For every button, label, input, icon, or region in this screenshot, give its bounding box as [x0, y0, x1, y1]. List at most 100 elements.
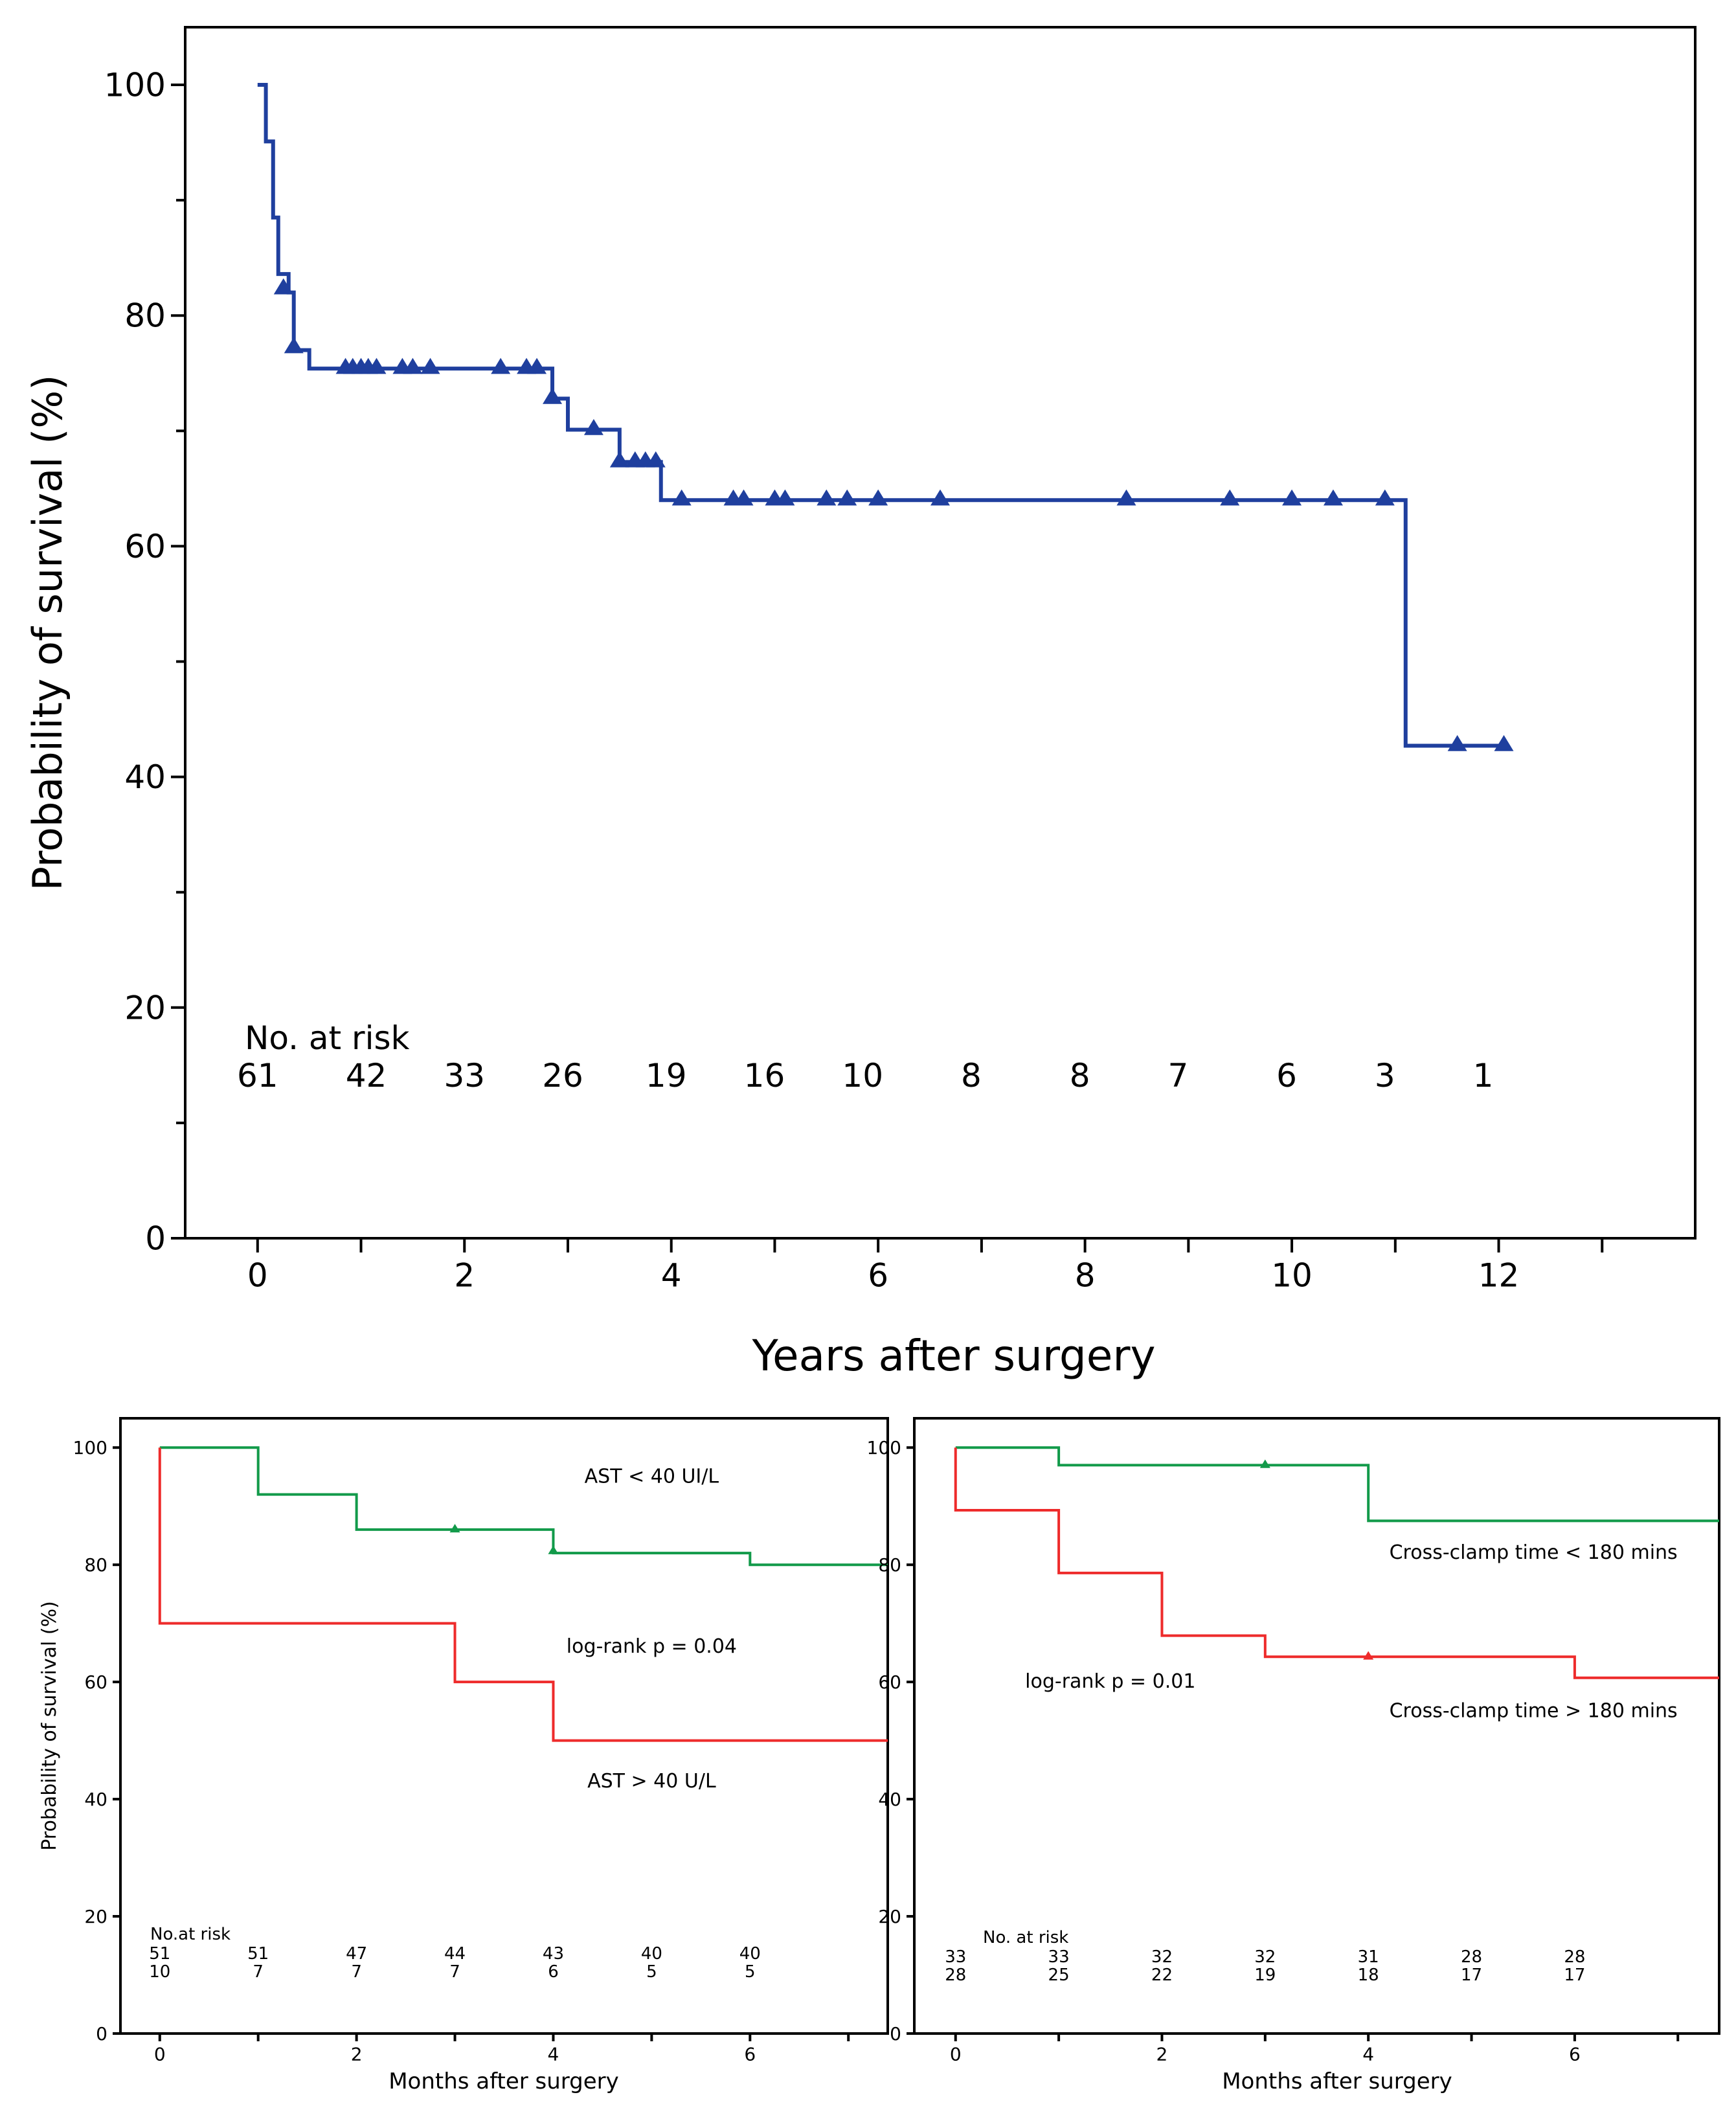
- risk-count: 17: [1461, 1966, 1482, 1985]
- censor-marker: [420, 357, 440, 374]
- y-tick-label: 100: [867, 1437, 901, 1458]
- censor-marker: [548, 1545, 559, 1554]
- risk-count: 8: [1070, 1057, 1090, 1094]
- plot-frame: [184, 26, 1697, 1240]
- x-tick-label: 4: [1362, 2043, 1374, 2065]
- risk-count: 1: [1473, 1057, 1494, 1094]
- censor-marker: [1447, 735, 1467, 751]
- risk-count: 26: [542, 1057, 583, 1094]
- censor-marker: [734, 489, 754, 506]
- x-tick-label: 0: [950, 2043, 962, 2065]
- risk-count: 17: [1564, 1966, 1585, 1985]
- x-tick-label: 0: [247, 1257, 268, 1295]
- y-tick-label: 40: [124, 758, 166, 796]
- censor-marker: [646, 451, 666, 468]
- y-tick-label: 0: [145, 1220, 166, 1258]
- censor-marker: [671, 489, 692, 506]
- x-tick-label: 6: [868, 1257, 888, 1295]
- risk-count: 5: [745, 1962, 756, 1982]
- risk-count: 19: [1254, 1966, 1276, 1985]
- ast-survival-chart: 0 20 40 60 80 100 0 2 4 6 AST < 40 UI/L log-rank p…: [38, 1417, 889, 2094]
- risk-count: 28: [1564, 1947, 1585, 1967]
- risk-count: 10: [842, 1057, 883, 1094]
- risk-table-title: No.at risk: [150, 1925, 231, 1944]
- axes: 0 20 40 60 80 100 0 2 4 6: [73, 1437, 850, 2065]
- annotations: AST < 40 UI/L log-rank p = 0.04 AST > 40 U…: [567, 1466, 737, 1793]
- y-tick-label: 20: [878, 1906, 901, 1927]
- censor-marker: [775, 489, 795, 506]
- x-tick-label: 4: [548, 2043, 559, 2065]
- risk-count: 7: [1167, 1057, 1188, 1094]
- risk-count: 8: [961, 1057, 982, 1094]
- risk-count: 7: [351, 1962, 362, 1982]
- x-axis-label: Months after surgery: [1222, 2068, 1452, 2094]
- annotation-text: Cross-clamp time < 180 mins: [1390, 1541, 1678, 1564]
- risk-table-title: No. at risk: [983, 1928, 1068, 1947]
- risk-count: 25: [1048, 1966, 1070, 1985]
- survival-curves: [954, 1446, 1719, 1679]
- risk-count: 32: [1151, 1947, 1173, 1967]
- censor-marker: [403, 357, 423, 374]
- censor-marker: [1323, 489, 1343, 506]
- risk-count: 18: [1358, 1966, 1379, 1985]
- censor-marker: [1116, 489, 1136, 506]
- x-tick-label: 0: [154, 2043, 166, 2065]
- risk-count: 19: [646, 1057, 687, 1094]
- cross-clamp-survival-chart: 0 20 40 60 80 100 0 2 4 6 Cross-clamp time < 180 …: [867, 1417, 1720, 2094]
- risk-count: 6: [1276, 1057, 1297, 1094]
- censor-marker: [1220, 489, 1240, 506]
- censor-marker: [1363, 1651, 1374, 1660]
- risk-count: 32: [1254, 1947, 1276, 1967]
- censor-marker: [449, 1524, 460, 1533]
- censor-marker: [366, 357, 387, 374]
- censor-marker: [543, 387, 563, 404]
- risk-count: 28: [1461, 1947, 1482, 1967]
- risk-count: 6: [548, 1962, 559, 1982]
- x-tick-label: 10: [1271, 1257, 1313, 1295]
- risk-count: 44: [444, 1944, 466, 1964]
- x-tick-label: 4: [661, 1257, 682, 1295]
- y-tick-label: 20: [84, 1906, 107, 1927]
- censor-marker: [491, 357, 511, 374]
- survival-curves: [257, 83, 1514, 751]
- y-axis-label: Probability of survival (%): [38, 1601, 61, 1851]
- risk-count: 33: [1048, 1947, 1070, 1967]
- risk-count: 22: [1151, 1966, 1173, 1985]
- annotation-text: AST > 40 U/L: [587, 1770, 716, 1793]
- y-tick-label: 80: [84, 1554, 107, 1576]
- censor-marker: [284, 337, 304, 354]
- risk-count: 10: [149, 1962, 170, 1982]
- y-tick-label: 80: [124, 297, 166, 335]
- x-tick-label: 2: [454, 1257, 475, 1295]
- y-tick-label: 100: [73, 1437, 107, 1458]
- x-axis-label: Months after surgery: [389, 2068, 619, 2094]
- y-axis-label: Probability of survival (%): [24, 375, 71, 891]
- risk-count: 16: [744, 1057, 785, 1094]
- censor-marker: [837, 489, 857, 506]
- censor-marker: [583, 419, 603, 435]
- censor-marker: [1282, 489, 1302, 506]
- x-tick-label: 2: [1156, 2043, 1168, 2065]
- x-axis-label: Years after surgery: [751, 1331, 1155, 1381]
- censor-marker: [527, 357, 547, 374]
- risk-count: 3: [1375, 1057, 1395, 1094]
- risk-count: 33: [945, 1947, 966, 1967]
- risk-count: 51: [247, 1944, 269, 1964]
- censor-marker: [930, 489, 950, 506]
- annotations: Cross-clamp time < 180 mins log-rank p = …: [1025, 1541, 1678, 1722]
- series-line-1: [159, 1446, 888, 1567]
- censor-marker: [1375, 489, 1395, 506]
- series-line-1: [955, 1446, 1719, 1523]
- censor-marker: [868, 489, 888, 506]
- censor-marker: [817, 489, 837, 506]
- risk-count: 42: [346, 1057, 387, 1094]
- risk-count: 40: [641, 1944, 662, 1964]
- censor-marker: [1494, 735, 1514, 751]
- risk-count: 31: [1358, 1947, 1379, 1967]
- censor-marker: [1259, 1459, 1270, 1468]
- y-tick-label: 60: [84, 1671, 107, 1693]
- x-tick-label: 8: [1075, 1257, 1096, 1295]
